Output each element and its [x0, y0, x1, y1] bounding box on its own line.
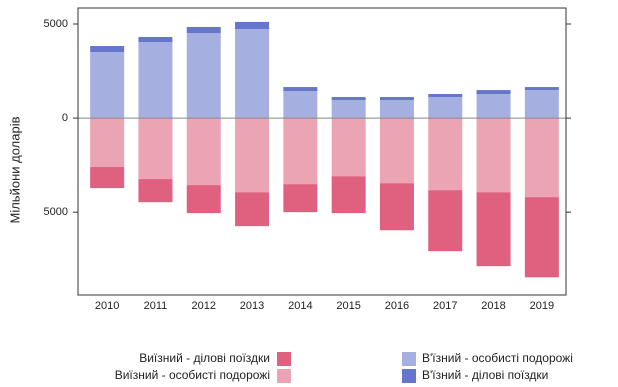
bar-segment: [138, 36, 173, 43]
legend-label: Виїзний - ділові поїздки: [139, 351, 270, 365]
bar-segment: [138, 118, 173, 180]
bar-segment: [90, 118, 125, 168]
x-tick-label: 2018: [481, 300, 505, 312]
bar-segment: [90, 167, 125, 189]
bar-segment: [476, 192, 511, 267]
bar-segment: [283, 87, 318, 91]
bar-segment: [235, 29, 270, 119]
x-tick-label: 2013: [240, 300, 264, 312]
bar-segment: [428, 97, 463, 119]
bar-segment: [331, 97, 366, 101]
legend: Виїзний - особисті подорожі Виїзний - діл…: [115, 351, 573, 383]
bar-segment: [428, 190, 463, 252]
plot-frame: [77, 7, 567, 296]
x-tick-label: 2014: [288, 300, 312, 312]
legend-label: В'їзний - ділові поїздки: [422, 368, 548, 382]
bar-segment: [331, 100, 366, 119]
bar-segment: [90, 52, 125, 119]
x-tick-label: 2016: [385, 300, 409, 312]
bar-segment: [331, 118, 366, 177]
bar-segment: [90, 46, 125, 53]
legend-swatch: [402, 369, 416, 383]
bar-segment: [235, 118, 270, 193]
bar-segment: [138, 179, 173, 203]
bar-segment: [186, 27, 221, 34]
legend-swatch: [277, 369, 291, 383]
x-tick-label: 2017: [433, 300, 457, 312]
bar-segment: [524, 87, 559, 91]
bar-segment: [186, 118, 221, 186]
y-tick-label: 5000: [44, 18, 68, 30]
bar-segment: [235, 21, 270, 30]
bar-segment: [186, 33, 221, 119]
y-axis-label: Мільйони доларів: [7, 116, 22, 223]
bar-segment: [379, 97, 414, 101]
bar-segment: [524, 90, 559, 119]
bar-segment: [428, 94, 463, 98]
bar-segment: [524, 197, 559, 278]
bar-segment: [476, 94, 511, 119]
legend-label: Виїзний - особисті подорожі: [115, 368, 270, 382]
bar-segment: [379, 118, 414, 184]
bar-segment: [524, 118, 559, 198]
bar-segment: [235, 192, 270, 227]
bar-segment: [476, 90, 511, 95]
x-tick-label: 2019: [530, 300, 554, 312]
bar-segment: [379, 100, 414, 119]
y-tick-label: 5000: [44, 206, 68, 218]
bar-segment: [283, 90, 318, 119]
legend-swatch: [277, 352, 291, 366]
x-tick-label: 2012: [192, 300, 216, 312]
bar-segment: [283, 184, 318, 213]
legend-swatch: [402, 352, 416, 366]
bar-segment: [283, 118, 318, 185]
legend-label: В'їзний - особисті подорожі: [422, 351, 573, 365]
x-tick-label: 2015: [336, 300, 360, 312]
bar-segment: [428, 118, 463, 191]
bar-segment: [186, 185, 221, 214]
y-tick-label: 0: [62, 112, 68, 124]
bar-segment: [476, 118, 511, 193]
bar-segment: [379, 183, 414, 231]
bar-segment: [138, 42, 173, 119]
bar-segment: [331, 176, 366, 214]
x-tick-label: 2011: [144, 300, 168, 312]
x-tick-label: 2010: [95, 300, 119, 312]
